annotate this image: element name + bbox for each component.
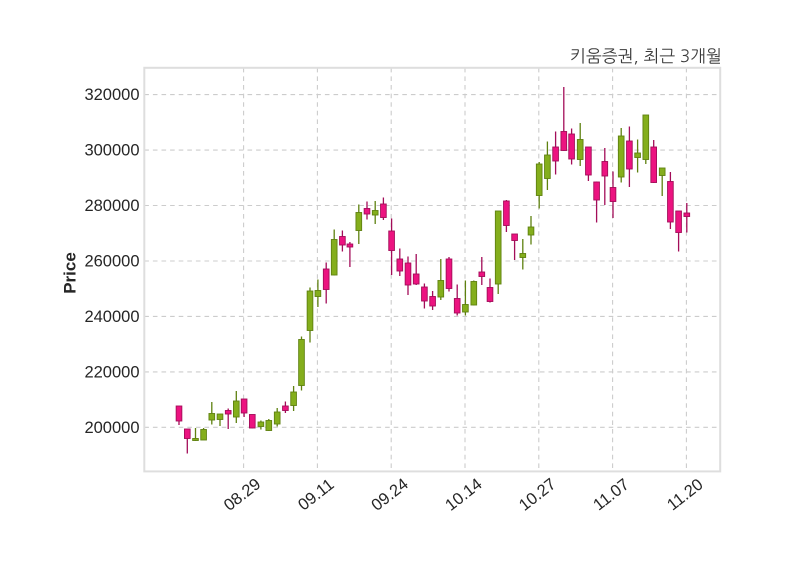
svg-text:200000: 200000 bbox=[84, 419, 139, 437]
svg-text:320000: 320000 bbox=[84, 86, 139, 104]
svg-text:300000: 300000 bbox=[84, 142, 139, 160]
svg-text:240000: 240000 bbox=[84, 308, 139, 326]
svg-text:280000: 280000 bbox=[84, 197, 139, 215]
svg-text:220000: 220000 bbox=[84, 363, 139, 381]
svg-text:Price: Price bbox=[61, 252, 80, 294]
svg-text:260000: 260000 bbox=[84, 253, 139, 271]
